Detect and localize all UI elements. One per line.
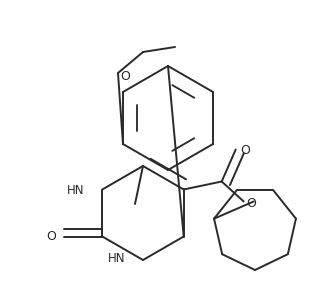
Text: O: O <box>247 197 257 210</box>
Text: O: O <box>241 145 251 157</box>
Text: HN: HN <box>67 184 84 197</box>
Text: HN: HN <box>108 252 125 265</box>
Text: O: O <box>120 70 130 83</box>
Text: O: O <box>46 230 56 243</box>
